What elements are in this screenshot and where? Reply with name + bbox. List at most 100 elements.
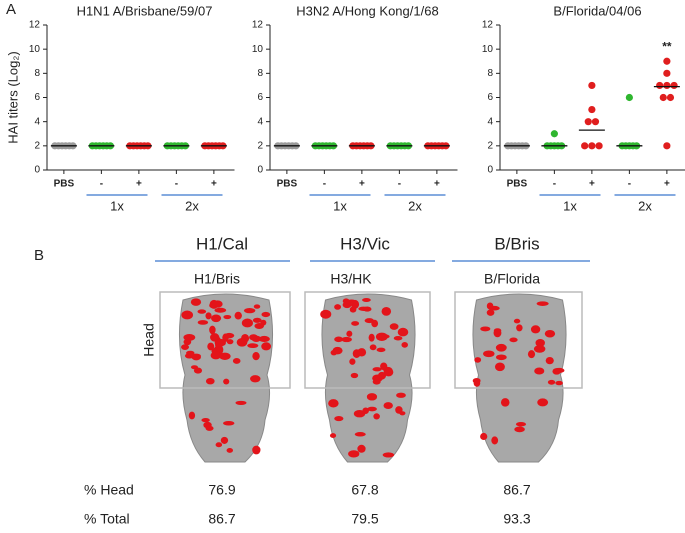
y-tick-label: 10 [482, 44, 494, 55]
epitope-spot [396, 392, 406, 398]
y-tick-label: 4 [487, 116, 493, 127]
epitope-spot [342, 301, 352, 309]
epitope-spot [250, 375, 261, 383]
epitope-spot [243, 307, 256, 314]
epitope-spot [210, 333, 220, 342]
head-box [454, 291, 583, 389]
epitope-spot [533, 345, 546, 353]
epitope-spot [536, 301, 549, 306]
epitope-spot [332, 346, 343, 355]
epitope-spot [235, 400, 247, 405]
pct-total: 86.7 [208, 511, 235, 527]
x-tick-label: PBS [54, 179, 75, 190]
epitope-spot [491, 436, 499, 445]
column-subheader: B/Florida [484, 271, 540, 287]
x-tick-label: - [628, 179, 631, 190]
y-tick-label: 2 [257, 140, 263, 151]
epitope-spot [205, 425, 214, 431]
epitope-spot [258, 335, 270, 343]
epitope-spot [254, 322, 265, 329]
epitope-spot [376, 347, 386, 353]
epitope-spot [209, 299, 219, 309]
epitope-spot [362, 298, 371, 303]
epitope-spot [223, 421, 235, 426]
column-subheader: H1/Bris [194, 271, 240, 287]
epitope-spot [493, 328, 502, 334]
epitope-spot [537, 398, 549, 407]
epitope-spot [357, 348, 367, 357]
y-tick-label: 2 [34, 140, 40, 151]
epitope-spot [362, 407, 369, 414]
epitope-spot [346, 330, 353, 337]
epitope-spot [183, 334, 196, 341]
epitope-spot [223, 314, 232, 320]
epitope-spot [197, 320, 209, 325]
data-point [595, 142, 603, 150]
group-label: 2x [408, 198, 422, 213]
y-tick-label: 2 [487, 140, 493, 151]
epitope-spot [341, 336, 352, 343]
y-tick-label: 8 [257, 68, 263, 79]
epitope-spot [351, 321, 360, 326]
panel-label: A [6, 1, 16, 18]
epitope-spot [349, 358, 356, 365]
x-tick-label: - [100, 179, 103, 190]
epitope-spot [527, 350, 536, 359]
epitope-spot [372, 378, 381, 385]
epitope-spot [214, 338, 226, 347]
epitope-spot [252, 445, 261, 455]
data-point [663, 57, 671, 65]
epitope-spot [534, 367, 545, 375]
epitope-spot [197, 309, 207, 314]
epitope-spot [495, 343, 507, 352]
column-subheader: H3/HK [330, 271, 372, 287]
epitope-spot [334, 415, 344, 422]
epitope-spot [348, 450, 360, 458]
epitope-spot [544, 329, 556, 338]
data-point [584, 118, 592, 126]
epitope-spot [190, 298, 202, 306]
data-point [550, 130, 558, 138]
column-header: H3/Vic [340, 234, 390, 253]
epitope-spot [226, 448, 234, 453]
epitope-spot [349, 306, 357, 313]
epitope-spot [247, 343, 259, 349]
epitope-spot [223, 378, 230, 385]
epitope-spot [364, 318, 375, 324]
epitope-spot [350, 372, 359, 379]
x-tick-label: + [211, 179, 217, 190]
x-tick-label: + [589, 179, 595, 190]
epitope-spot [515, 421, 527, 427]
epitope-spot [367, 406, 377, 412]
chart-title: B/Florida/04/06 [553, 3, 641, 18]
data-point [591, 118, 600, 126]
epitope-spot [354, 432, 366, 437]
pct-head: 86.7 [503, 482, 530, 498]
epitope-spot [234, 311, 242, 320]
epitope-spot [320, 309, 332, 319]
epitope-spot [513, 318, 521, 324]
group-label: 1x [563, 198, 577, 213]
row-label: % Head [84, 482, 134, 498]
group-label: 1x [110, 198, 124, 213]
epitope-spot [214, 307, 227, 313]
y-tick-label: 0 [257, 165, 263, 176]
data-point [588, 105, 596, 114]
y-tick-label: 10 [252, 44, 264, 55]
epitope-spot [252, 352, 260, 361]
epitope-spot [514, 426, 525, 433]
epitope-spot [555, 380, 563, 386]
epitope-spot [261, 342, 272, 351]
x-tick-label: PBS [507, 179, 528, 190]
epitope-spot [373, 413, 380, 420]
epitope-spot [530, 325, 541, 334]
panel-label: B [34, 247, 44, 264]
data-point [666, 93, 675, 102]
x-tick-label: + [664, 179, 670, 190]
epitope-spot [381, 306, 392, 316]
epitope-spot [379, 334, 390, 339]
epitope-spot [547, 379, 556, 385]
y-tick-label: 4 [34, 116, 40, 127]
row-label: % Total [84, 511, 130, 527]
